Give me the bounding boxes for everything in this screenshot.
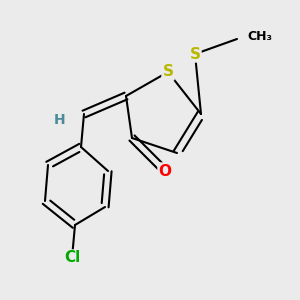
Text: Cl: Cl <box>64 250 80 266</box>
Text: H: H <box>54 113 66 127</box>
Text: CH₃: CH₃ <box>248 29 272 43</box>
Text: S: S <box>190 46 200 62</box>
Text: S: S <box>163 64 173 80</box>
Text: O: O <box>158 164 172 178</box>
